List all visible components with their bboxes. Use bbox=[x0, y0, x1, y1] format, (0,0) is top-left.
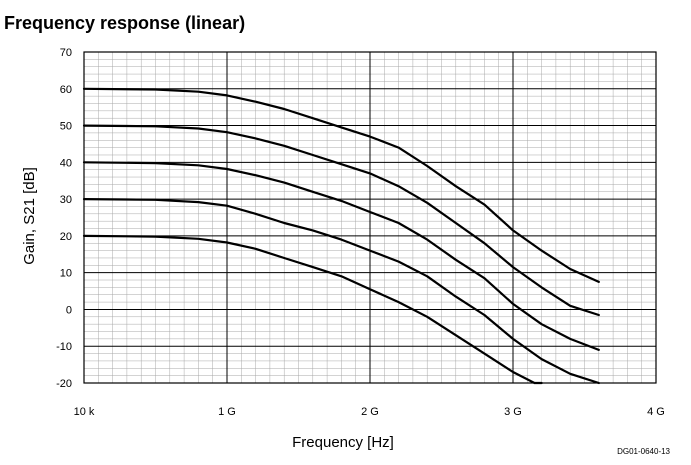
chart-title: Frequency response (linear) bbox=[4, 13, 245, 33]
x-tick-label: 2 G bbox=[361, 406, 379, 418]
y-tick-labels: -20 -10 0 10 20 30 40 50 60 70 bbox=[56, 47, 72, 390]
y-tick-label: 20 bbox=[60, 231, 72, 243]
series-group bbox=[82, 87, 600, 385]
y-axis-label: Gain, S21 [dB] bbox=[21, 167, 38, 265]
figure-code: DG01-0640-13 bbox=[617, 447, 670, 456]
series-line-1 bbox=[82, 87, 600, 283]
x-axis-label: Frequency [Hz] bbox=[292, 434, 394, 451]
x-tick-label: 3 G bbox=[504, 406, 522, 418]
plot-frame bbox=[83, 51, 657, 384]
y-tick-label: 70 bbox=[60, 47, 72, 59]
y-tick-label: -10 bbox=[56, 341, 72, 353]
series-line-5 bbox=[82, 234, 543, 385]
y-tick-label: 40 bbox=[60, 157, 72, 169]
x-tick-labels: 10 k 1 G 2 G 3 G 4 G bbox=[74, 406, 665, 418]
y-tick-label: 0 bbox=[66, 304, 72, 316]
series-line-4 bbox=[82, 198, 600, 385]
y-tick-label: -20 bbox=[56, 378, 72, 390]
x-tick-label: 1 G bbox=[218, 406, 236, 418]
y-tick-label: 10 bbox=[60, 268, 72, 280]
series-line-2 bbox=[82, 124, 600, 317]
y-tick-label: 30 bbox=[60, 194, 72, 206]
y-tick-label: 60 bbox=[60, 84, 72, 96]
y-tick-label: 50 bbox=[60, 121, 72, 133]
x-tick-label: 10 k bbox=[74, 406, 95, 418]
grid bbox=[83, 51, 657, 384]
series-line-3 bbox=[82, 161, 600, 351]
x-tick-label: 4 G bbox=[647, 406, 665, 418]
